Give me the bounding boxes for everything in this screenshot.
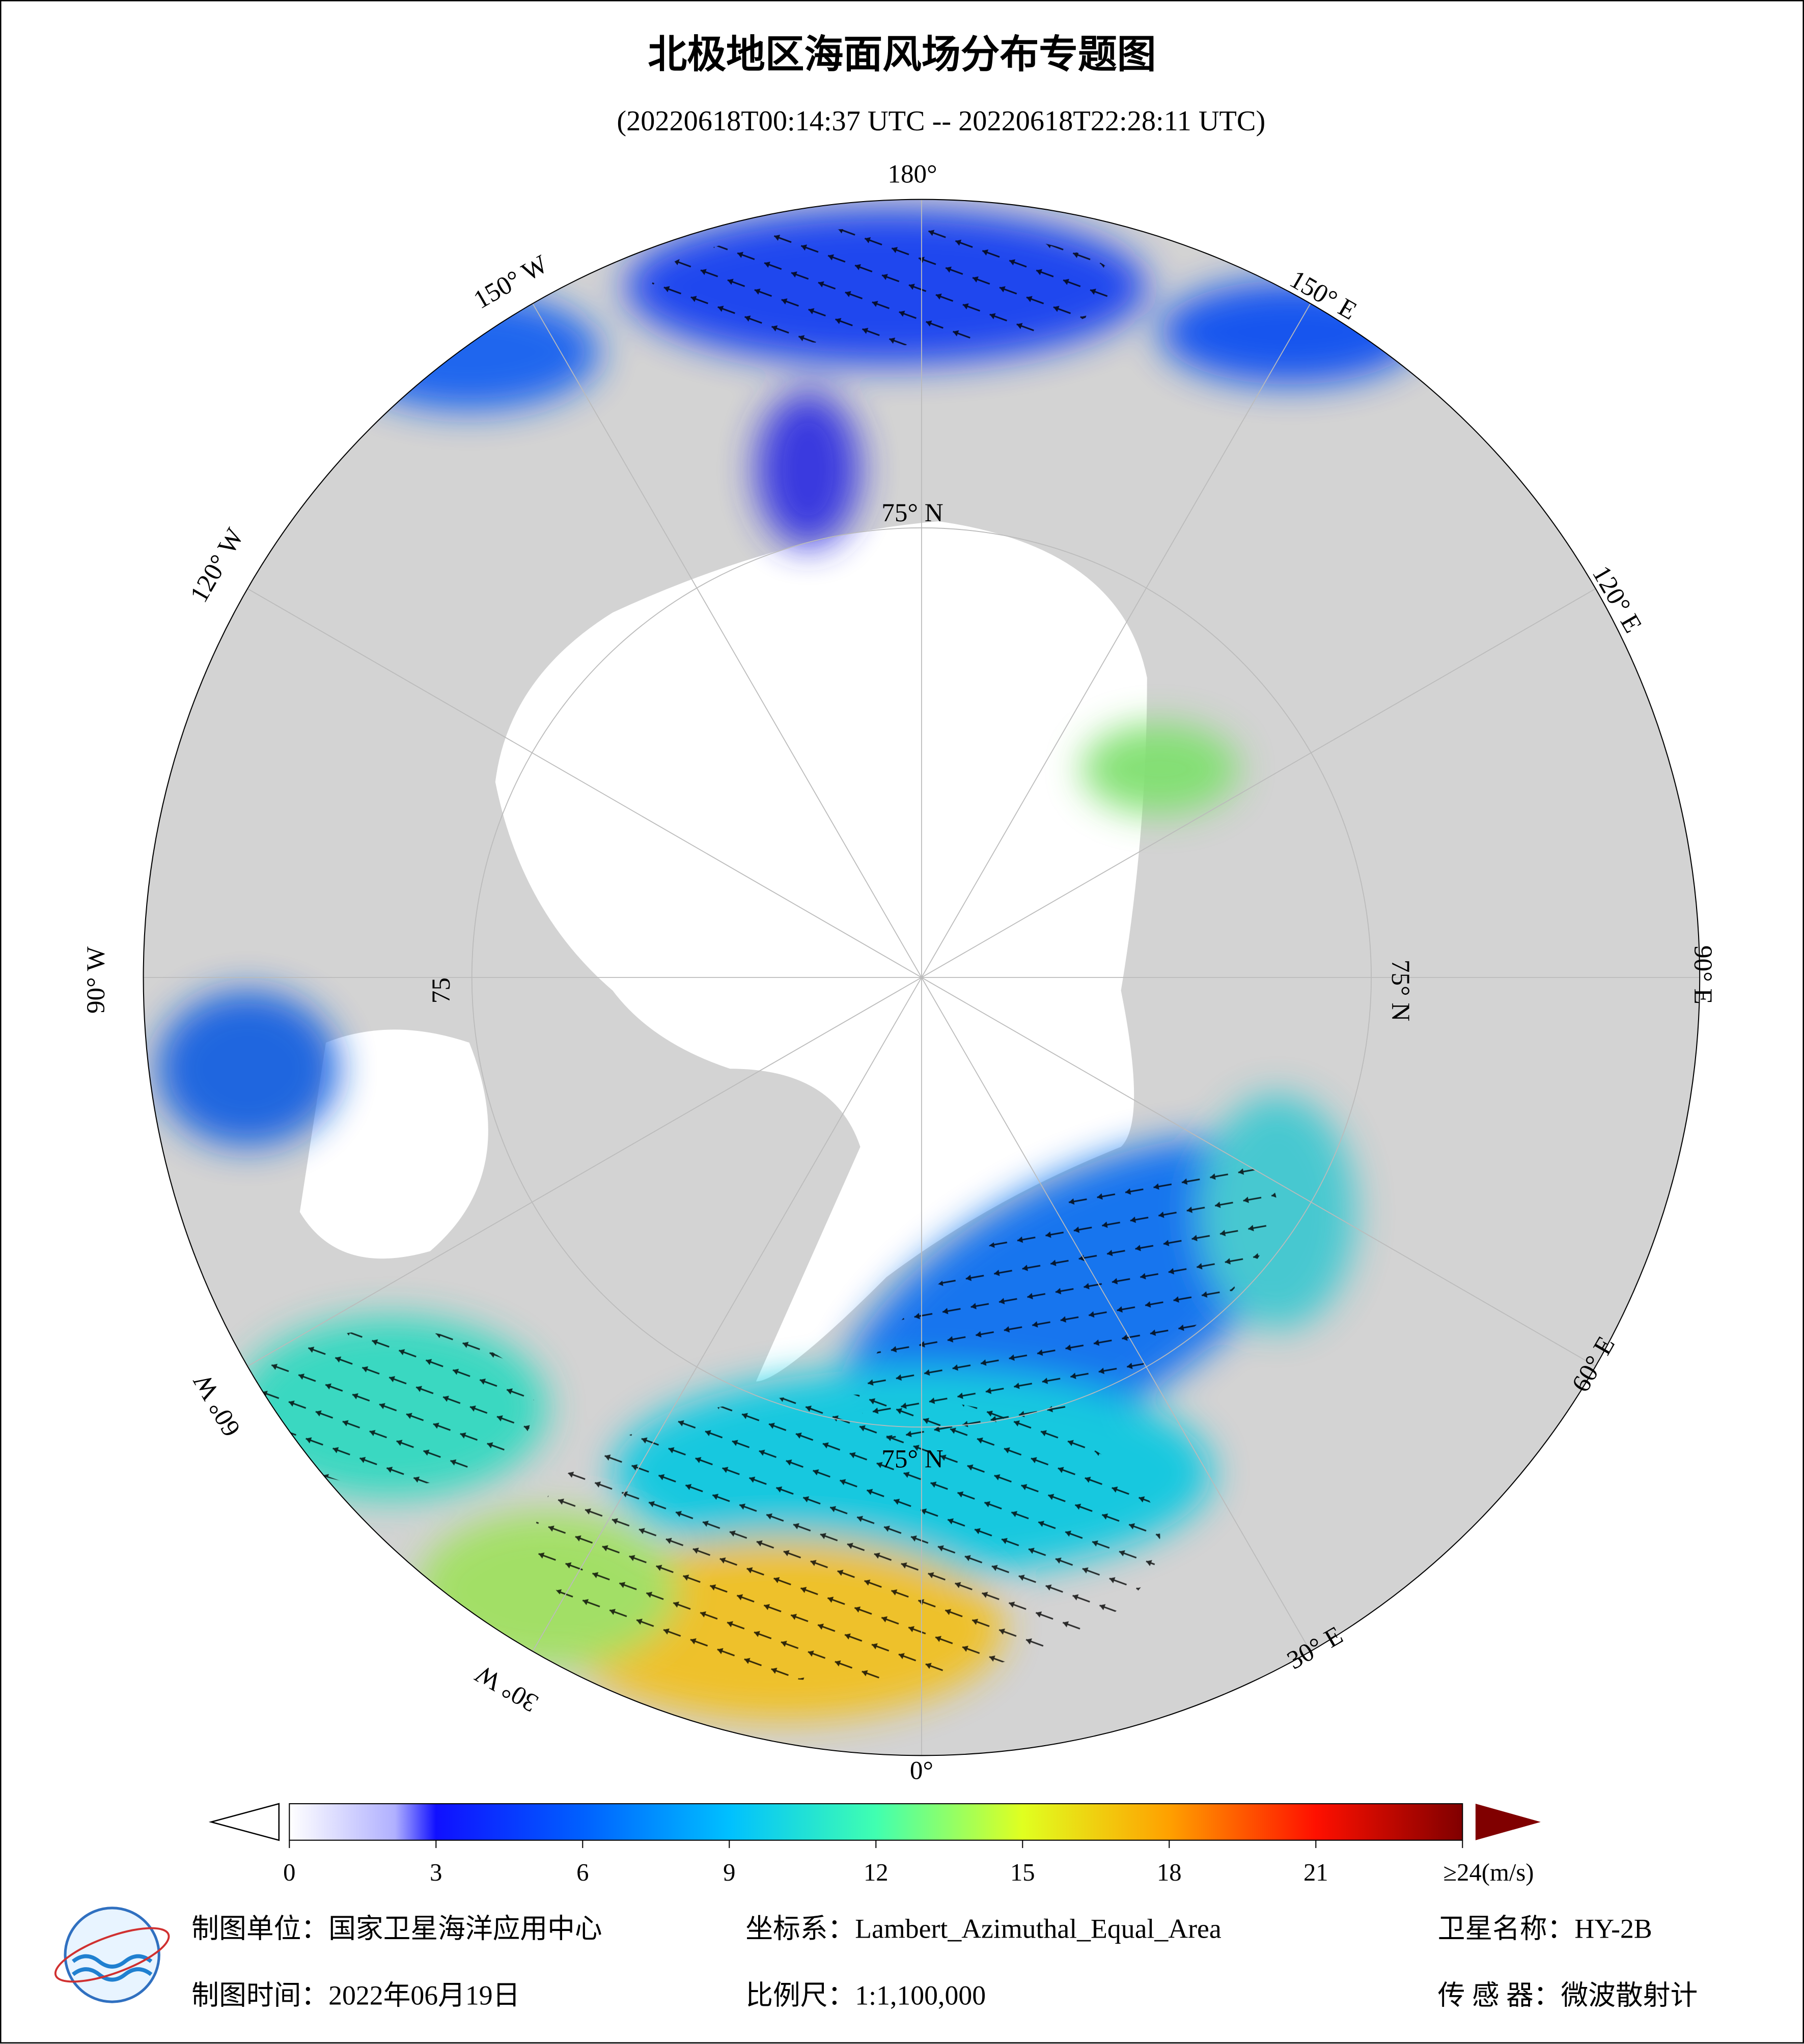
footer-satellite: 卫星名称：HY-2B <box>1438 1914 1652 1944</box>
colorbar-tick-label: ≥24(m/s) <box>1444 1859 1534 1886</box>
map <box>143 199 1700 1756</box>
wind-arrows <box>247 228 1278 1682</box>
graticule-label: 180° <box>887 159 937 188</box>
colorbar-tick-label: 0 <box>283 1859 295 1886</box>
colorbar-under <box>208 1803 280 1841</box>
graticule-label: 75° N <box>881 498 943 527</box>
footer-unit: 制图单位：国家卫星海洋应用中心 <box>191 1914 602 1944</box>
colorbar-tick-label: 6 <box>576 1859 589 1886</box>
logo <box>54 1907 170 2003</box>
colorbar-tick-label: 21 <box>1303 1859 1328 1886</box>
colorbar-tick-label: 18 <box>1157 1859 1182 1886</box>
title: 北极地区海面风场分布专题图 <box>648 33 1156 76</box>
sea-ice <box>495 521 1147 1382</box>
footer-sensor: 传 感 器：微波散射计 <box>1438 1980 1698 2010</box>
colorbar-tick-label: 9 <box>723 1859 735 1886</box>
baffin-bay <box>299 1029 488 1259</box>
map-border <box>143 199 1701 1756</box>
colorbar-tick-label: 3 <box>430 1859 442 1886</box>
colorbar-tick-label: 15 <box>1010 1859 1035 1886</box>
footer-scale: 比例尺：1:1,100,000 <box>745 1980 986 2010</box>
graticule-label: 0° <box>910 1756 933 1785</box>
graticule-label: 90° E <box>1688 945 1717 1004</box>
graticule-label: 75° N <box>1386 960 1415 1021</box>
colorbar-tick-label: 12 <box>864 1859 889 1886</box>
subtitle: (20220618T00:14:37 UTC -- 20220618T22:28… <box>617 105 1265 137</box>
graticule <box>143 199 1700 1756</box>
colorbar: 0 3 6 9 12 15 18 21 ≥24(m/s) <box>208 1803 1541 1886</box>
graticule-label: 75° N <box>881 1445 943 1474</box>
footer-date: 制图时间：2022年06月19日 <box>191 1980 520 2010</box>
colorbar-over <box>1475 1804 1541 1840</box>
graticule-label: 90° W <box>81 946 110 1014</box>
graticule-label: 75 <box>427 977 456 1003</box>
footer-projection: 坐标系：Lambert_Azimuthal_Equal_Area <box>745 1914 1222 1944</box>
footer: 制图单位：国家卫星海洋应用中心 坐标系：Lambert_Azimuthal_Eq… <box>191 1914 1698 2011</box>
colorbar-gradient <box>289 1803 1463 1841</box>
